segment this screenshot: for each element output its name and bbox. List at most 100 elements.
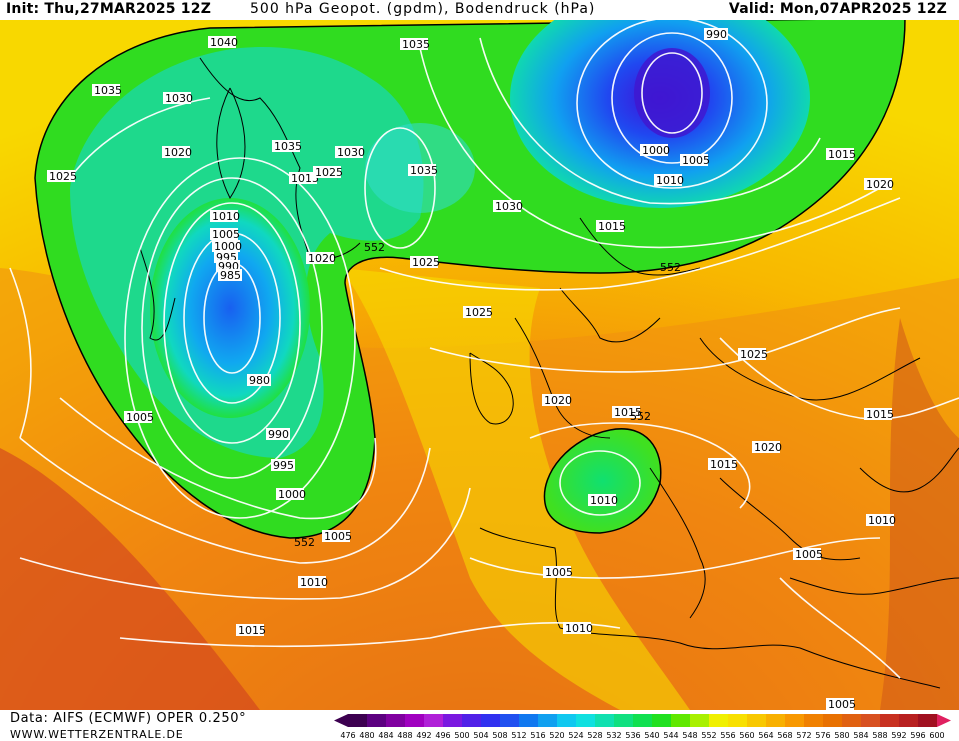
isobar-label: 985 xyxy=(218,269,242,282)
svg-text:1025: 1025 xyxy=(49,170,77,183)
geopotential-label: 552 xyxy=(364,241,385,254)
svg-text:1015: 1015 xyxy=(598,220,626,233)
svg-text:980: 980 xyxy=(249,374,270,387)
svg-text:1010: 1010 xyxy=(868,514,896,527)
legend-value: 556 xyxy=(720,731,735,740)
isobar-labels: 1040 1035 1035 1030 1030 1025 1020 1035 … xyxy=(47,28,896,710)
svg-text:1025: 1025 xyxy=(465,306,493,319)
legend-swatch xyxy=(500,714,519,727)
website-url: WWW.WETTERZENTRALE.DE xyxy=(10,728,184,741)
svg-text:985: 985 xyxy=(220,269,241,282)
svg-text:1030: 1030 xyxy=(337,146,365,159)
legend-value: 532 xyxy=(606,731,621,740)
isobar-label: 1040 xyxy=(208,36,238,49)
isobar-label: 1015 xyxy=(289,172,319,185)
legend-swatch xyxy=(690,714,709,727)
chart-title: 500 hPa Geopot. (gpdm), Bodendruck (hPa) xyxy=(250,1,596,17)
legend-swatch xyxy=(709,714,728,727)
legend-swatch xyxy=(386,714,405,727)
legend-value: 576 xyxy=(815,731,830,740)
isobar-label: 1015 xyxy=(826,148,856,161)
svg-text:1035: 1035 xyxy=(402,38,430,51)
legend-value: 588 xyxy=(872,731,887,740)
legend-value: 584 xyxy=(853,731,868,740)
isobar-label: 1020 xyxy=(864,178,894,191)
legend-swatch xyxy=(747,714,766,727)
svg-text:1005: 1005 xyxy=(126,411,154,424)
legend-swatch xyxy=(842,714,861,727)
svg-text:1010: 1010 xyxy=(565,622,593,635)
header-bar: Init: Thu,27MAR2025 12Z 500 hPa Geopot. … xyxy=(0,0,959,20)
svg-text:1000: 1000 xyxy=(214,240,242,253)
isobar-label: 1025 xyxy=(738,348,768,361)
isobar-label: 1020 xyxy=(306,252,336,265)
isobar-label: 1010 xyxy=(298,576,328,589)
legend-swatch xyxy=(595,714,614,727)
geopotential-labels: 552 552 552 552 xyxy=(294,241,681,549)
svg-text:1000: 1000 xyxy=(278,488,306,501)
legend-swatch xyxy=(899,714,918,727)
legend-swatch xyxy=(348,714,367,727)
isobar-label: 1030 xyxy=(163,92,193,105)
legend-value: 548 xyxy=(682,731,697,740)
legend-swatch xyxy=(785,714,804,727)
valid-time: Valid: Mon,07APR2025 12Z xyxy=(728,1,947,17)
legend-value: 492 xyxy=(416,731,431,740)
geopotential-label: 552 xyxy=(660,261,681,274)
legend-arrow-high xyxy=(937,714,951,727)
isobar-label: 980 xyxy=(247,374,271,387)
legend-value: 572 xyxy=(796,731,811,740)
legend-value: 488 xyxy=(397,731,412,740)
legend-value: 596 xyxy=(910,731,925,740)
legend-swatch xyxy=(671,714,690,727)
svg-text:1010: 1010 xyxy=(300,576,328,589)
legend-swatch xyxy=(861,714,880,727)
isobar-label: 1035 xyxy=(408,164,438,177)
geopotential-label: 552 xyxy=(294,536,315,549)
legend-value: 500 xyxy=(454,731,469,740)
isobar-label: 1005 xyxy=(124,411,154,424)
legend-value: 480 xyxy=(359,731,374,740)
isobar-label: 990 xyxy=(704,28,728,41)
legend-value: 508 xyxy=(492,731,507,740)
svg-text:1020: 1020 xyxy=(308,252,336,265)
svg-text:990: 990 xyxy=(268,428,289,441)
isobar-label: 1015 xyxy=(236,624,266,637)
svg-text:1005: 1005 xyxy=(828,698,856,710)
low-north-core xyxy=(634,48,710,138)
init-time: Init: Thu,27MAR2025 12Z xyxy=(6,1,212,17)
legend-swatch xyxy=(481,714,500,727)
legend-value: 520 xyxy=(549,731,564,740)
svg-text:995: 995 xyxy=(273,459,294,472)
legend-value: 496 xyxy=(435,731,450,740)
svg-text:1030: 1030 xyxy=(495,200,523,213)
legend-swatch xyxy=(557,714,576,727)
isobar-label: 1010 xyxy=(866,514,896,527)
isobar-label: 990 xyxy=(266,428,290,441)
svg-text:1005: 1005 xyxy=(795,548,823,561)
isobar-label: 1015 xyxy=(708,458,738,471)
svg-text:1025: 1025 xyxy=(740,348,768,361)
isobar-label: 1005 xyxy=(543,566,573,579)
legend-swatch xyxy=(880,714,899,727)
isobar-label: 1015 xyxy=(612,406,642,419)
legend-value: 536 xyxy=(625,731,640,740)
isobar-label: 1010 xyxy=(588,494,618,507)
legend-swatch xyxy=(728,714,747,727)
legend-value: 600 xyxy=(929,731,944,740)
legend-swatch xyxy=(538,714,557,727)
legend-value: 564 xyxy=(758,731,773,740)
svg-text:1015: 1015 xyxy=(238,624,266,637)
isobar-label: 1005 xyxy=(680,154,710,167)
isobar-label: 1010 xyxy=(210,210,240,223)
svg-text:1005: 1005 xyxy=(324,530,352,543)
svg-text:1015: 1015 xyxy=(291,172,319,185)
svg-text:1015: 1015 xyxy=(866,408,894,421)
svg-text:1015: 1015 xyxy=(614,406,642,419)
legend-value: 516 xyxy=(530,731,545,740)
svg-text:1005: 1005 xyxy=(545,566,573,579)
isobar-label: 1000 xyxy=(640,144,670,157)
svg-text:1020: 1020 xyxy=(164,146,192,159)
legend-swatch xyxy=(804,714,823,727)
legend-swatch xyxy=(918,714,937,727)
